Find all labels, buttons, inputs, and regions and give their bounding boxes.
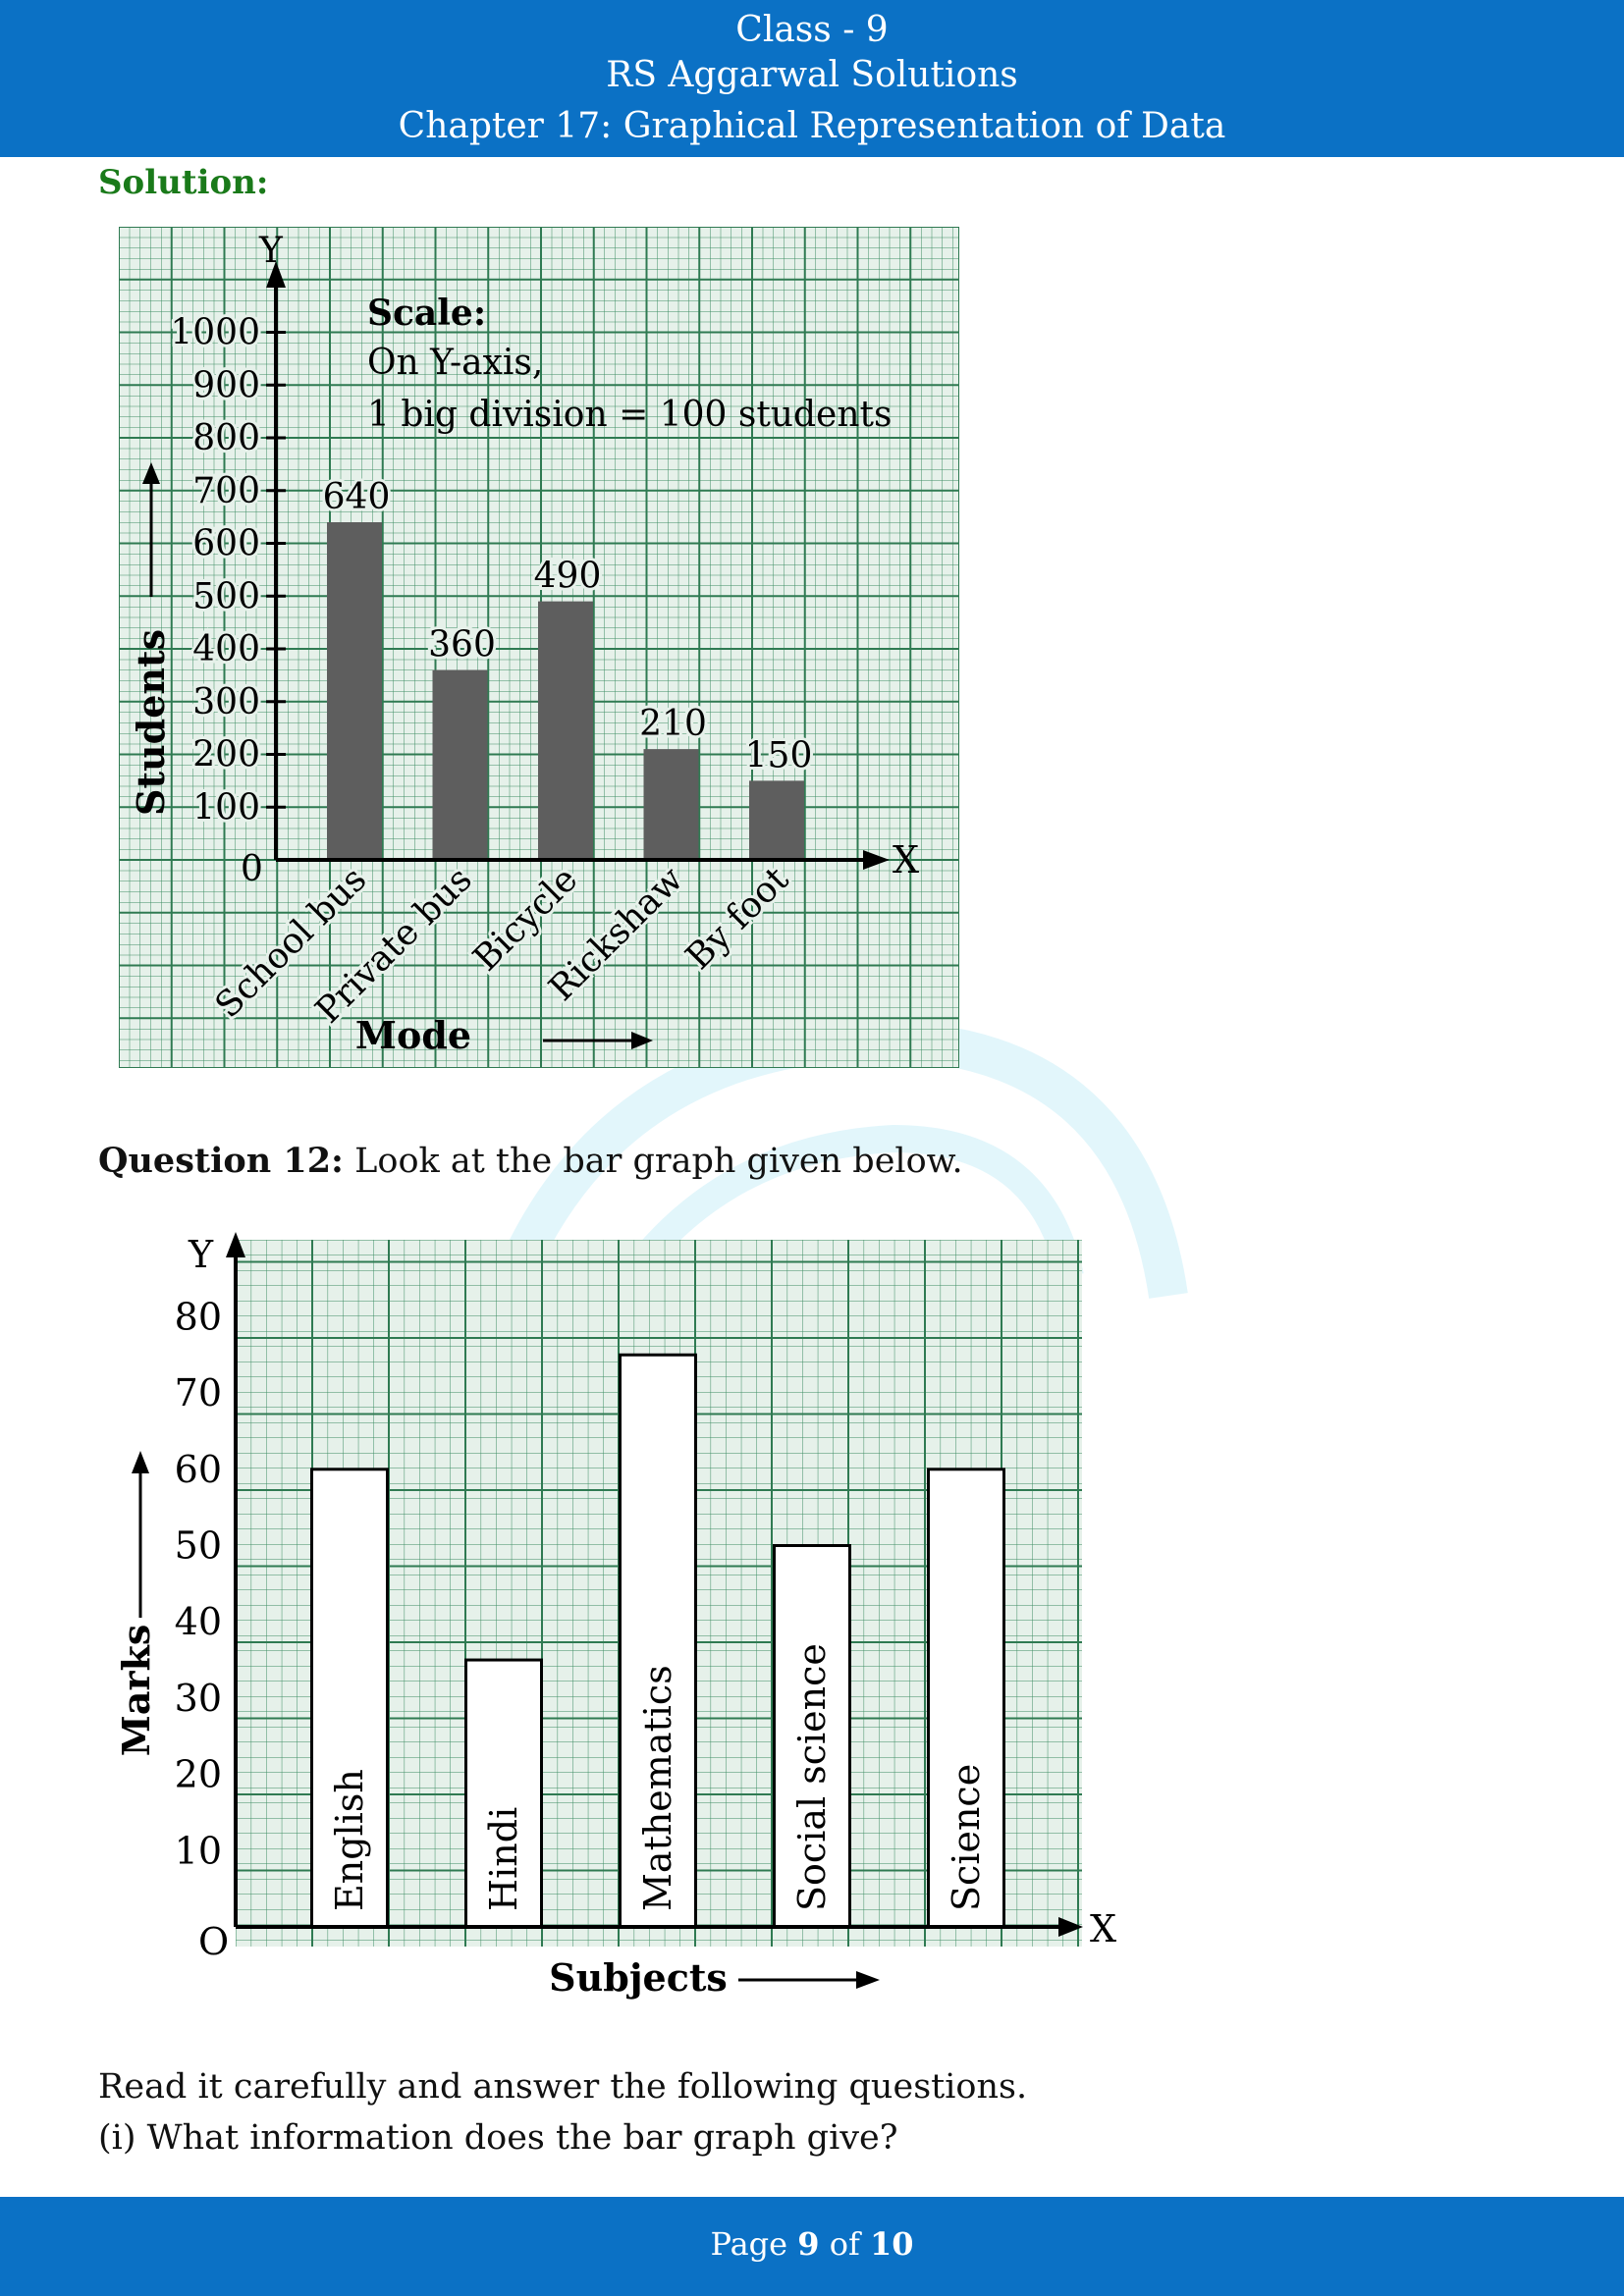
y-axis-title: Marks <box>114 1625 158 1756</box>
marks-bar-chart: 80 70 60 50 40 30 20 10 English Hindi Mathematics… <box>114 1232 1116 2000</box>
question-12-text: Look at the bar graph given below. <box>354 1142 963 1181</box>
x-axis <box>276 850 890 870</box>
header-book: RS Aggarwal Solutions <box>606 55 1018 95</box>
solution-label: Solution: <box>98 163 269 202</box>
y-tick-200: 200 <box>189 732 286 778</box>
instruction-paragraph: Read it carefully and answer the followi… <box>98 2067 1028 2107</box>
scale-line1: On Y-axis, <box>367 343 543 383</box>
data-label: 360 <box>428 625 496 666</box>
y-tick-label: 400 <box>192 629 260 669</box>
x-axis-letter: X <box>893 838 919 881</box>
y-tick-1000: 1000 <box>167 310 286 356</box>
footer-of: of <box>829 2225 860 2263</box>
footer-prefix: Page <box>710 2225 788 2263</box>
y-tick-300: 300 <box>189 679 286 725</box>
y-tick-label: 800 <box>192 418 260 458</box>
scale-line2: 1 big division = 100 students <box>367 395 892 435</box>
data-label: 490 <box>534 557 602 597</box>
y-tick-400: 400 <box>189 626 286 672</box>
y-tick-label: 40 <box>175 1600 222 1643</box>
footer-page: 9 <box>797 2225 820 2263</box>
origin-label: 0 <box>241 849 263 889</box>
y-axis <box>266 261 286 860</box>
y-axis-letter: Y <box>258 231 284 271</box>
y-tick-label: 20 <box>175 1753 222 1796</box>
x-axis-title: Mode <box>355 1013 471 1057</box>
bar-social-science <box>773 1544 851 1929</box>
data-label: 150 <box>745 735 813 775</box>
x-axis-arrow <box>738 1971 880 1989</box>
y-tick-900: 900 <box>189 362 286 408</box>
bar-by-foot <box>749 780 804 860</box>
footer-total: 10 <box>869 2225 914 2263</box>
y-axis-arrow <box>132 1451 149 1618</box>
header-class: Class - 9 <box>735 10 889 50</box>
y-tick-label: 900 <box>192 365 260 405</box>
question-12: Question 12: Look at the bar graph given… <box>98 1141 963 1181</box>
y-tick-700: 700 <box>189 468 286 514</box>
y-axis-letter: Y <box>188 1233 214 1276</box>
y-tick-label: 600 <box>192 524 260 564</box>
y-tick-100: 100 <box>189 784 286 830</box>
page-footer: Page 9 of 10 <box>0 2197 1624 2296</box>
y-tick-label: 300 <box>192 682 260 722</box>
y-tick-label: 70 <box>175 1371 222 1415</box>
y-tick-500: 500 <box>189 573 286 619</box>
y-axis-title: Students <box>129 629 173 816</box>
y-tick-label: 200 <box>192 735 260 775</box>
category-label: English <box>328 1769 371 1911</box>
y-tick-label: 100 <box>192 787 260 828</box>
bar-rickshaw <box>643 749 699 860</box>
bar-english <box>310 1468 389 1929</box>
y-tick-600: 600 <box>189 521 286 567</box>
y-tick-label: 80 <box>175 1295 222 1338</box>
bar-hindi <box>464 1658 543 1929</box>
page-header: Class - 9 RS Aggarwal Solutions Chapter … <box>0 0 1624 157</box>
y-tick-800: 800 <box>189 415 286 461</box>
question-12-label: Question 12: <box>98 1141 344 1181</box>
bar-bicycle <box>538 601 593 860</box>
y-tick-label: 50 <box>175 1524 222 1568</box>
bar-school-bus <box>327 522 382 860</box>
category-label: Social science <box>790 1643 834 1911</box>
y-axis <box>226 1232 245 1927</box>
origin-label: O <box>198 1920 229 1963</box>
x-axis-title: Subjects <box>549 1955 728 2000</box>
bar-mathematics <box>619 1353 697 1929</box>
y-tick-label: 500 <box>192 576 260 616</box>
bar-private-bus <box>432 669 488 860</box>
y-axis-arrow <box>142 462 160 597</box>
scale-title: Scale: <box>367 293 486 334</box>
header-chapter: Chapter 17: Graphical Representation of … <box>398 106 1226 146</box>
question-part-i: (i) What information does the bar graph … <box>98 2118 898 2158</box>
y-tick-label: 1000 <box>170 313 260 353</box>
x-axis-letter: X <box>1090 1907 1116 1950</box>
category-label: Mathematics <box>636 1665 679 1911</box>
y-tick-label: 700 <box>192 471 260 511</box>
y-tick-label: 60 <box>175 1448 222 1491</box>
data-label: 210 <box>639 704 707 744</box>
category-label: Science <box>945 1764 988 1911</box>
y-tick-label: 30 <box>175 1677 222 1720</box>
transport-mode-bar-chart: 1000 900 800 700 600 500 400 300 200 100 640 360 49… <box>119 227 959 1068</box>
category-label: Hindi <box>482 1807 525 1911</box>
data-label: 640 <box>323 477 391 517</box>
x-axis-arrow <box>543 1032 653 1049</box>
y-tick-label: 10 <box>175 1829 222 1872</box>
x-axis <box>236 1917 1083 1937</box>
bar-science <box>927 1468 1005 1929</box>
